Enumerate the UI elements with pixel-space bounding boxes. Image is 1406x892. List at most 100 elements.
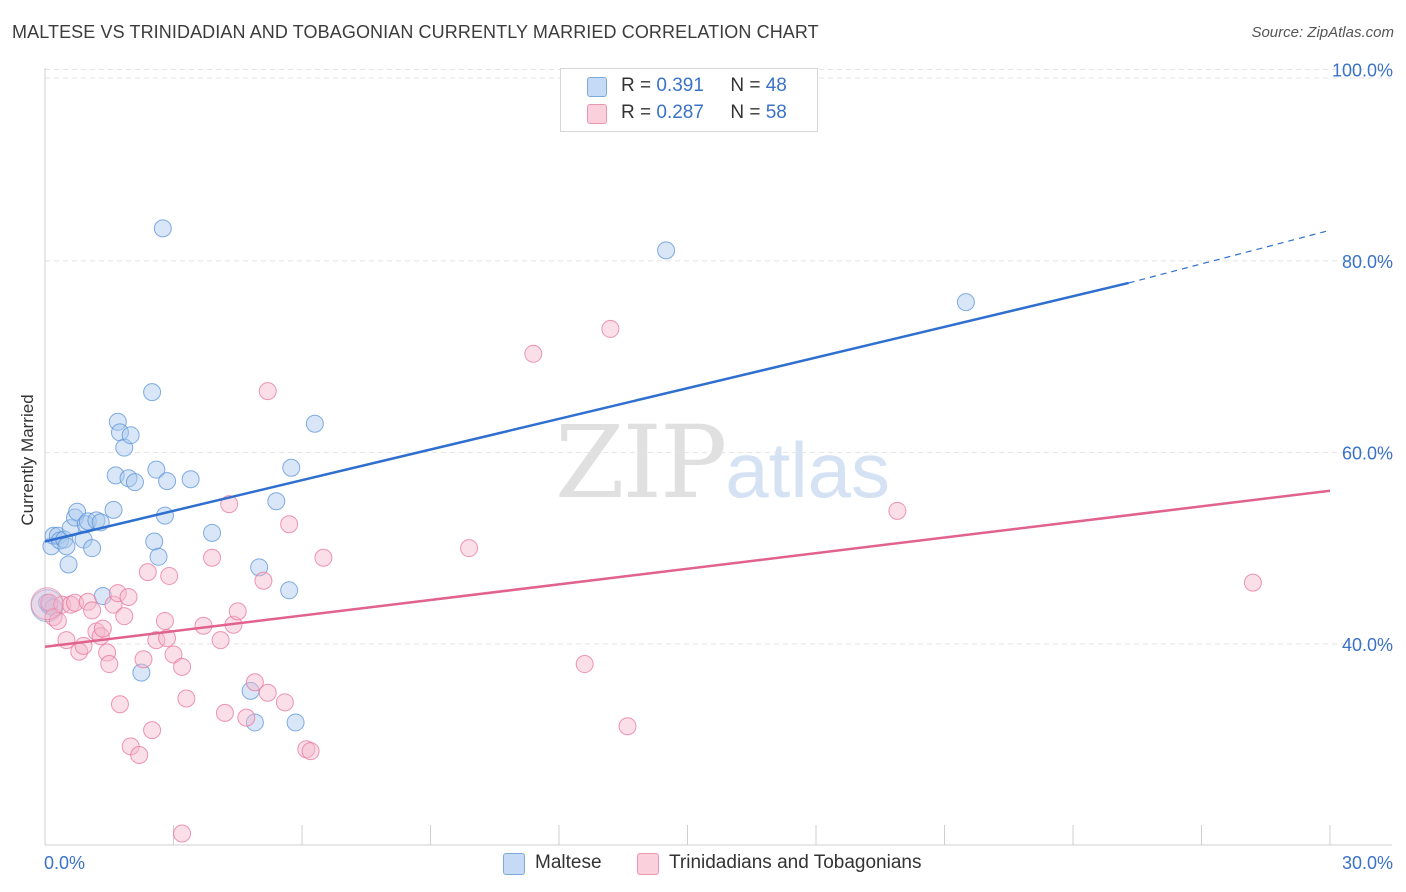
- trinidadian-point: [134, 650, 153, 669]
- trinidadian-point: [177, 689, 196, 708]
- x-tick-label: 30.0%: [1342, 853, 1393, 873]
- trinidadian-cluster-point: [30, 587, 64, 621]
- trinidadian-point: [618, 717, 637, 736]
- watermark: ZIPatlas: [555, 404, 890, 521]
- legend-row-text: R = 0.391 N = 48: [621, 75, 787, 97]
- trinidadian-point: [575, 655, 594, 674]
- trinidadian-point: [138, 563, 157, 582]
- maltese-point: [280, 581, 299, 600]
- trinidadian-point: [254, 571, 273, 590]
- n-value: 48: [765, 75, 787, 96]
- maltese-point: [125, 473, 144, 492]
- n-label: N =: [730, 102, 761, 123]
- trinidadian-point: [173, 657, 192, 676]
- trinidadian-point: [524, 344, 543, 363]
- maltese-point: [149, 547, 168, 566]
- maltese-point: [245, 713, 264, 732]
- trinidadian-point: [211, 631, 230, 650]
- r-label: R =: [621, 102, 652, 123]
- trinidadian-point: [158, 629, 177, 648]
- maltese-legend-swatch: [503, 853, 525, 875]
- maltese-point: [145, 532, 164, 551]
- r-value: 0.287: [656, 102, 704, 123]
- data-points: [30, 219, 1262, 843]
- trinidadian-point: [74, 636, 93, 655]
- maltese-trend-line: [44, 281, 1129, 543]
- trinidadian-point: [100, 655, 119, 674]
- trinidadian-point: [160, 566, 179, 585]
- maltese-point: [57, 537, 76, 556]
- trinidadian-point: [280, 515, 299, 534]
- trinidadian-point: [119, 588, 138, 607]
- source-label: Source: ZipAtlas.com: [1251, 24, 1394, 41]
- maltese-point: [121, 426, 140, 445]
- trinidadian-point: [203, 548, 222, 567]
- y-axis-label: Currently Married: [18, 394, 37, 526]
- maltese-trend-extension: [1128, 229, 1331, 284]
- trinidadian-point: [237, 708, 256, 727]
- n-value: 58: [765, 102, 787, 123]
- y-tick-label: 100.0%: [1332, 60, 1393, 80]
- r-label: R =: [621, 75, 652, 96]
- trinidadian-point: [65, 593, 84, 612]
- maltese-point: [155, 506, 174, 525]
- grid-lines: [45, 68, 1392, 645]
- watermark-zip: ZIP: [555, 404, 727, 521]
- maltese-point: [59, 555, 78, 574]
- series-legend: Maltese Trinidadians and Tobagonians: [0, 850, 1406, 878]
- trinidadian-swatch: [587, 104, 607, 124]
- maltese-point: [282, 458, 301, 477]
- maltese-point: [203, 523, 222, 542]
- trinidadian-point: [78, 592, 97, 611]
- maltese-swatch: [587, 77, 607, 97]
- maltese-point: [158, 472, 177, 491]
- watermark-atlas: atlas: [725, 426, 891, 514]
- trinidadian-point: [108, 584, 127, 603]
- trinidadian-point: [258, 683, 277, 702]
- maltese-point: [153, 219, 172, 238]
- trinidadian-point: [155, 611, 174, 630]
- trinidadian-point: [275, 693, 294, 712]
- maltese-point: [286, 713, 305, 732]
- maltese-point: [132, 663, 151, 682]
- trinidadian-point: [93, 619, 112, 638]
- maltese-point: [104, 500, 123, 519]
- trinidadian-point: [143, 721, 162, 740]
- trinidadian-point: [888, 501, 907, 520]
- trinidadian-point: [130, 745, 149, 764]
- y-tick-label: 60.0%: [1342, 443, 1393, 463]
- maltese-point: [657, 241, 676, 260]
- trinidadian-point: [228, 602, 247, 621]
- axes: [44, 68, 1392, 846]
- x-tick-label: 0.0%: [44, 853, 85, 873]
- trinidadian-trend-line: [44, 489, 1331, 649]
- trinidadian-point: [83, 601, 102, 620]
- trinidadian-point: [258, 382, 277, 401]
- maltese-point: [83, 539, 102, 558]
- maltese-point: [305, 414, 324, 433]
- tick-labels: 40.0% 60.0% 80.0% 100.0% 0.0% 30.0%: [44, 60, 1393, 873]
- maltese-point: [147, 460, 166, 479]
- trinidadian-point: [301, 742, 320, 761]
- n-label: N =: [730, 75, 761, 96]
- maltese-point: [181, 470, 200, 489]
- maltese-point: [250, 558, 269, 577]
- trinidadian-point: [245, 673, 264, 692]
- trinidadian-point: [98, 643, 117, 662]
- chart-title: MALTESE VS TRINIDADIAN AND TOBAGONIAN CU…: [12, 22, 819, 42]
- trinidadian-point: [115, 607, 134, 626]
- trinidadian-point: [1243, 573, 1262, 592]
- trinidadian-legend-swatch: [637, 853, 659, 875]
- trinidadian-point: [460, 539, 479, 558]
- maltese-point: [267, 492, 286, 511]
- trinidadian-point: [220, 495, 239, 514]
- legend-label-maltese: Maltese: [535, 852, 602, 873]
- trinidadian-point: [110, 695, 129, 714]
- maltese-point: [956, 293, 975, 312]
- trinidadian-point: [314, 548, 333, 567]
- trinidadian-point: [164, 645, 183, 664]
- trend-lines: [44, 229, 1331, 649]
- y-tick-label: 40.0%: [1342, 635, 1393, 655]
- y-tick-label: 80.0%: [1342, 252, 1393, 272]
- correlation-legend: R = 0.391 N = 48 R = 0.287 N = 58: [560, 68, 818, 132]
